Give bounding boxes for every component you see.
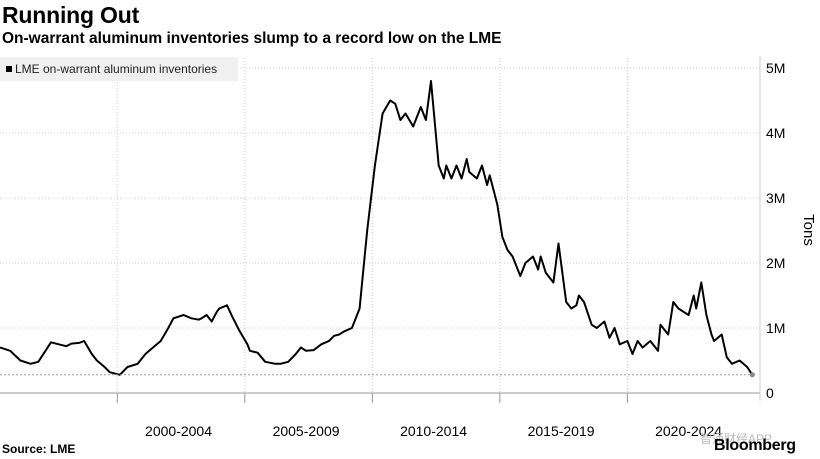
chart-title: Running Out — [2, 2, 140, 28]
x-tick-label: 2020-2024 — [655, 423, 722, 439]
y-tick-label: 1M — [766, 320, 785, 336]
x-tick-label: 2010-2014 — [400, 423, 467, 439]
grid-lines — [0, 58, 760, 394]
bloomberg-logo: Bloomberg — [714, 437, 796, 454]
watermark: 智通财经APP — [700, 432, 773, 446]
y-tick-label: 3M — [766, 190, 785, 206]
last-value-point — [749, 372, 755, 378]
y-tick-label: 2M — [766, 255, 785, 271]
x-tick-label: 2005-2009 — [273, 423, 340, 439]
x-tick-label: 2000-2004 — [145, 423, 212, 439]
y-tick-label: 0 — [766, 385, 774, 401]
y-tick-label: 4M — [766, 125, 785, 141]
x-tick-label: 2015-2019 — [528, 423, 595, 439]
legend: LME on-warrant aluminum inventories — [0, 57, 238, 81]
series-lines — [0, 80, 755, 378]
chart-subtitle: On-warrant aluminum inventories slump to… — [2, 30, 502, 47]
legend-swatch — [6, 66, 12, 72]
y-axis-label: Tons — [800, 214, 817, 246]
series-line-lme-on-warrant-aluminum — [0, 80, 754, 376]
y-tick-label: 5M — [766, 60, 785, 76]
source-note: Source: LME — [2, 442, 76, 456]
axes: 0 1M 2M 3M 4M 5M 2000-2004 2005-2009 2010-2014 20… — [116, 56, 785, 439]
legend-label: LME on-warrant aluminum inventories — [15, 62, 218, 76]
